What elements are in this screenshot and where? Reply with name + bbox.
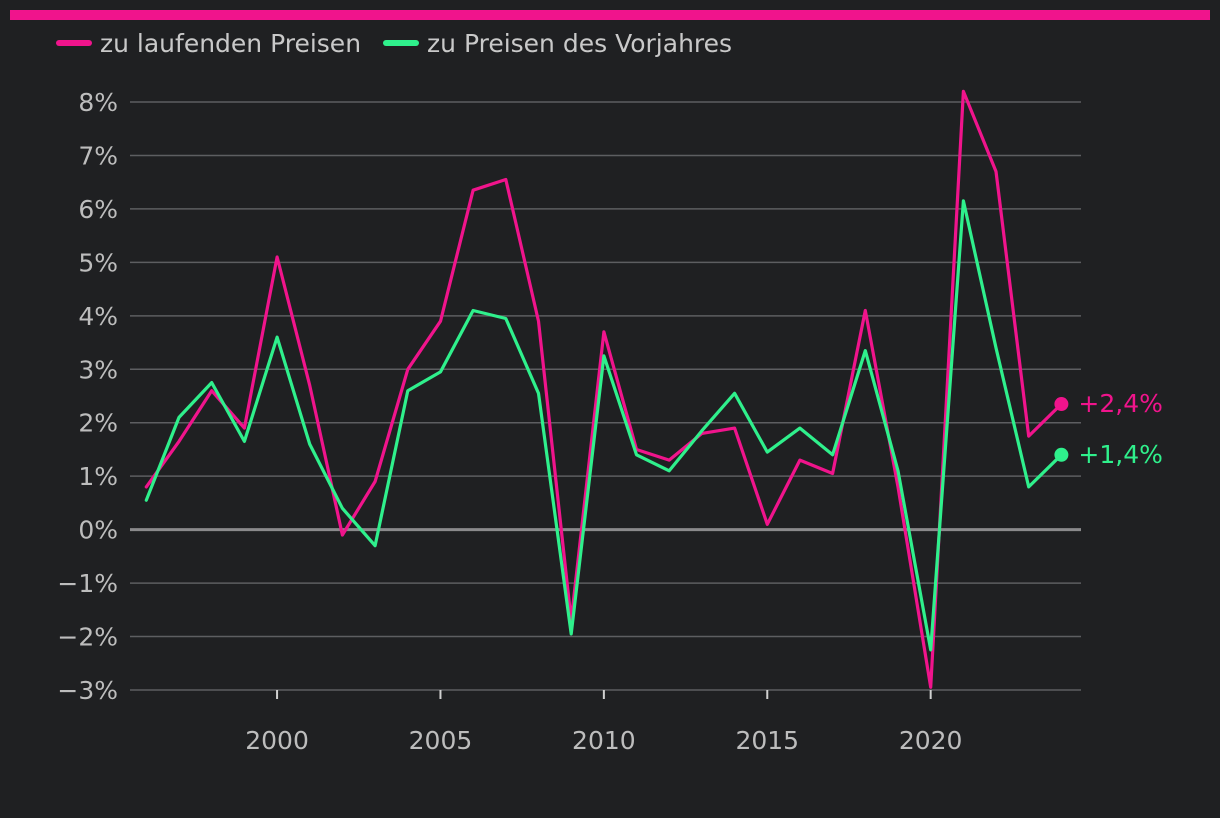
series-line-current-prices [144,89,1064,689]
x-tick-label: 2005 [409,726,473,755]
series-line-previous-year-prices [144,199,1064,652]
x-tick-label: 2000 [245,726,309,755]
y-tick-label: 4% [78,302,118,331]
series-end-marker [1054,397,1069,412]
legend: zu laufenden Preisen zu Preisen des Vorj… [56,26,732,60]
legend-item-previous-year-prices: zu Preisen des Vorjahres [383,29,732,58]
y-tick-label: −1% [57,569,118,598]
y-tick-label: −3% [57,676,118,705]
y-tick-label: 7% [78,141,118,170]
legend-swatch-current-prices [56,40,92,46]
y-tick-label: 6% [78,195,118,224]
legend-label-current-prices: zu laufenden Preisen [100,28,362,58]
series-end-label: +2,4% [1078,389,1162,418]
y-tick-label: 1% [78,462,118,491]
x-tick-label: 2015 [735,726,799,755]
y-tick-label: 2% [78,409,118,438]
legend-swatch-previous-year-prices [383,40,420,46]
x-tick-label: 2010 [572,726,636,755]
y-tick-label: 3% [78,355,118,384]
y-tick-label: 0% [78,516,118,545]
accent-top-bar [10,10,1210,20]
x-tick-label: 2020 [899,726,963,755]
y-tick-label: 8% [78,88,118,117]
series-end-label: +1,4% [1078,440,1162,469]
legend-label-previous-year-prices: zu Preisen des Vorjahres [427,28,733,58]
y-tick-label: 5% [78,248,118,277]
y-tick-label: −2% [57,623,118,652]
legend-item-current-prices: zu laufenden Preisen [56,29,361,58]
series-end-marker [1054,447,1069,462]
